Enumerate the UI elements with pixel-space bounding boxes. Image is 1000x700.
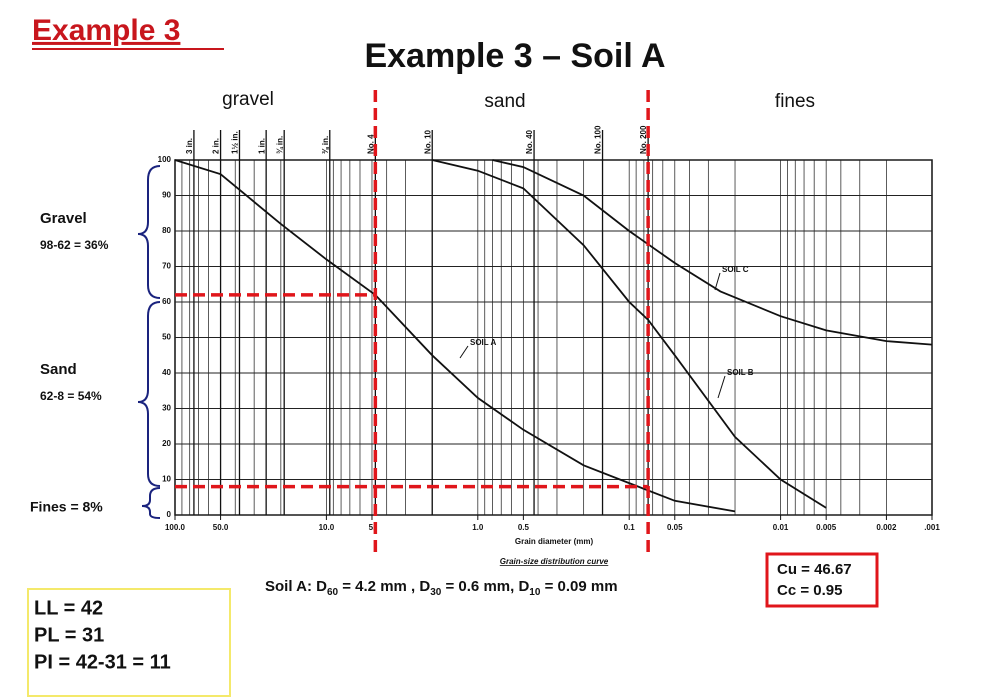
sieve-label: No. 10 [423, 129, 432, 154]
x-axis-label: Grain diameter (mm) [515, 537, 594, 546]
region-label: gravel [222, 89, 274, 110]
sieve-label: ⅜ in. [321, 136, 330, 154]
caption: Grain-size distribution curve [500, 557, 609, 566]
summary-part: Soil A: D [265, 578, 327, 595]
brace [137, 165, 161, 299]
x-tick-label: 100.0 [165, 523, 186, 532]
brace [141, 487, 161, 519]
x-tick-label: 1.0 [472, 523, 484, 532]
limit: PI = 42-31 = 11 [34, 651, 171, 673]
sieve-label: 1½ in. [231, 131, 240, 154]
curve [431, 159, 827, 509]
limit: PL = 31 [34, 624, 104, 646]
curve [174, 159, 736, 513]
x-tick-label: 0.01 [773, 523, 789, 532]
label-pointer [459, 345, 469, 359]
brace [137, 301, 161, 487]
y-tick-label: 80 [162, 226, 171, 235]
x-tick-label: 0.5 [518, 523, 530, 532]
coefficient: Cc = 0.95 [777, 582, 842, 599]
y-tick-label: 100 [158, 155, 172, 164]
y-tick-label: 70 [162, 262, 171, 271]
region-label: fines [775, 91, 815, 112]
y-tick-label: 50 [162, 333, 171, 342]
x-tick-label: 0.05 [667, 523, 683, 532]
summary-part: = 0.6 mm, D [441, 578, 529, 595]
brace-title: Fines = 8% [30, 499, 103, 515]
brace-detail: 98-62 = 36% [40, 238, 109, 252]
x-tick-label: 50.0 [213, 523, 229, 532]
summary-part: 30 [430, 587, 442, 598]
x-tick-label: 5. [369, 523, 376, 532]
brace-detail: 62-8 = 54% [40, 389, 102, 403]
x-tick-label: 0.002 [876, 523, 897, 532]
sieve-label: 2 in. [212, 138, 221, 154]
y-tick-label: 90 [162, 191, 171, 200]
x-tick-label: 0.1 [624, 523, 636, 532]
brace-title: Gravel [40, 210, 87, 227]
summary-part: = 4.2 mm , D [338, 578, 430, 595]
summary-part: 60 [327, 587, 339, 598]
chart-title: Example 3 – Soil A [364, 37, 665, 75]
y-tick-label: 10 [162, 475, 171, 484]
sieve-label: 3 in. [185, 138, 194, 154]
y-tick-label: 60 [162, 297, 171, 306]
summary-part: = 0.09 mm [540, 578, 617, 595]
coefficient-box [765, 552, 879, 608]
y-tick-label: 40 [162, 368, 171, 377]
sieve-label: No. 4 [366, 134, 375, 154]
summary-part: 10 [529, 587, 541, 598]
sieve-label: ¾ in. [275, 136, 284, 154]
sieve-label: 1 in. [257, 138, 266, 154]
limit: LL = 42 [34, 597, 103, 619]
brace-title: Sand [40, 361, 77, 378]
x-tick-label: 10.0 [319, 523, 335, 532]
curve-label: SOIL C [722, 265, 749, 274]
x-tick-label: 0.005 [816, 523, 837, 532]
curve [492, 159, 933, 346]
x-tick-label: .001 [924, 523, 940, 532]
summary: Soil A: D60 = 4.2 mm , D30 = 0.6 mm, D10… [265, 578, 618, 598]
sieve-label: No. 200 [639, 125, 648, 154]
y-tick-label: 0 [167, 510, 172, 519]
plot: 0 10 20 30 40 50 60 70 80 90 100 100.0 50.0 10.0 5. 1.0… [158, 90, 940, 552]
region-label: sand [484, 91, 525, 112]
label-pointer [717, 375, 726, 399]
curve-label: SOIL B [727, 368, 754, 377]
curve-label: SOIL A [470, 338, 496, 347]
limits-box [27, 588, 231, 697]
coefficient: Cu = 46.67 [777, 561, 852, 578]
y-tick-label: 30 [162, 404, 171, 413]
label-pointer [714, 272, 721, 291]
sieve-label: No. 40 [525, 129, 534, 154]
sieve-label: No. 100 [594, 125, 603, 154]
y-tick-label: 20 [162, 439, 171, 448]
heading: Example 3 [32, 14, 180, 47]
